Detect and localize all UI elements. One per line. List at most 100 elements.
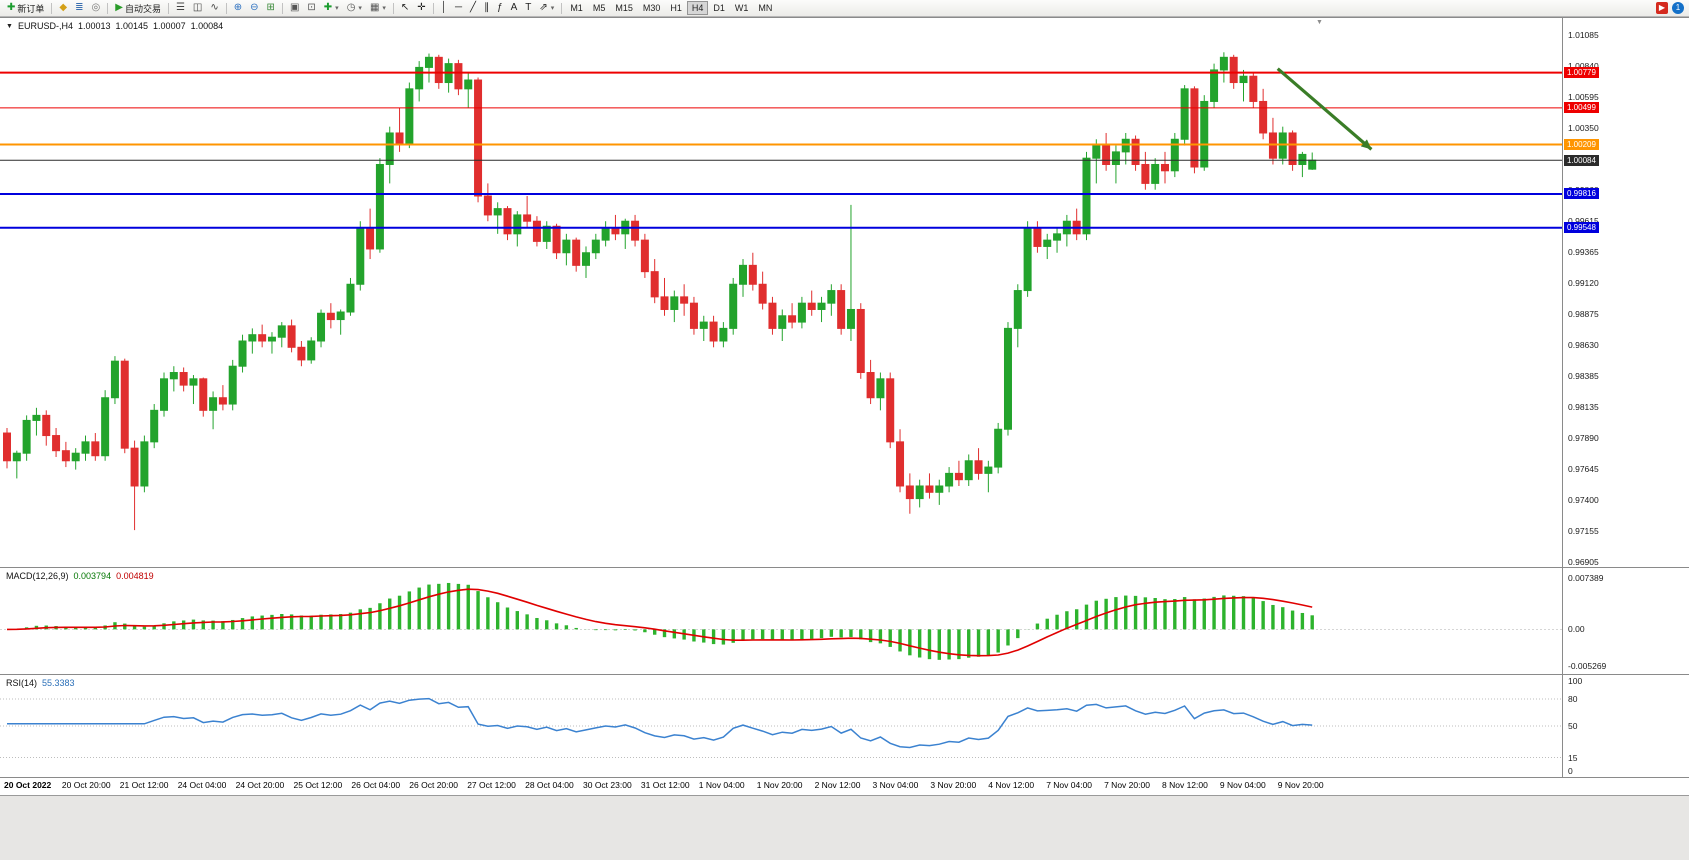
macd-panel[interactable]: MACD(12,26,9) 0.003794 0.004819 <box>0 568 1562 674</box>
candle-body <box>1239 75 1248 84</box>
toolbar-items: ✚ 新订单 ◆ ≣ ◎ ▶ 自动交易 ☰ ◫ ∿ ⊕ ⊖ ⊞ ▣ ⊡ ✚ ▾ ◷ ▾ ▦ ▾ ↖ ✛ │ ─ ╱ ∥ ƒ A T ⇗ ▾ <box>3 0 565 16</box>
price-tick-label: 0.98630 <box>1568 340 1599 350</box>
candle-body <box>189 378 198 386</box>
autotrading-button[interactable]: ▶ 自动交易 <box>111 1 165 16</box>
live-alert-icon[interactable]: ▶ <box>1656 2 1668 14</box>
depth-of-market-button[interactable]: ≣ <box>71 1 87 16</box>
window-bottom-strip <box>0 795 1689 860</box>
horizontal-line-button[interactable]: ─ <box>451 1 466 16</box>
arrow-head-icon <box>1360 139 1372 150</box>
price-tick-label: 0.97155 <box>1568 526 1599 536</box>
price-tick-label: 0.96905 <box>1568 557 1599 567</box>
timeframe-button-M5[interactable]: M5 <box>592 3 606 13</box>
macd-plot[interactable] <box>0 568 1562 674</box>
chart-line-button[interactable]: ∿ <box>206 1 222 16</box>
arrows-button[interactable]: ⇗ ▾ <box>535 1 558 16</box>
trend-line-button[interactable]: ╱ <box>466 1 480 16</box>
time-label: 26 Oct 20:00 <box>409 780 458 790</box>
candle-body <box>120 360 129 449</box>
time-label: 2 Nov 12:00 <box>814 780 861 790</box>
timeframe-button-MN[interactable]: MN <box>758 3 773 13</box>
candlestick-plot[interactable] <box>0 18 1562 567</box>
candle-body <box>258 334 267 342</box>
candle-body <box>572 239 581 266</box>
candle-body <box>3 432 11 462</box>
depth-of-market-icon: ≣ <box>75 2 84 13</box>
zoom-out-button[interactable]: ⊖ <box>246 1 262 16</box>
crosshair-button[interactable]: ✛ <box>413 1 429 16</box>
scripts-button[interactable]: ◎ <box>88 1 105 16</box>
candle-body <box>689 302 698 329</box>
timeframe-button-H1[interactable]: H1 <box>670 3 682 13</box>
time-label: 4 Nov 12:00 <box>988 780 1035 790</box>
candle-body <box>1082 157 1091 235</box>
zoom-in-button[interactable]: ⊕ <box>230 1 246 16</box>
cursor-button[interactable]: ↖ <box>397 1 413 16</box>
candle-body <box>71 452 80 462</box>
arrange-windows-button[interactable]: ▣ <box>286 1 303 16</box>
time-axis[interactable]: 20 Oct 2022 20 Oct 20:00 21 Oct 12:00 24 Oc… <box>0 778 1689 794</box>
rsi-panel[interactable]: RSI(14) 55.3383 <box>0 675 1562 777</box>
chart-menu-icon[interactable]: ▼ <box>6 22 13 30</box>
candle-body <box>758 283 767 304</box>
time-label: 20 Oct 20:00 <box>61 780 111 790</box>
ohlc-open: 1.00013 <box>77 21 111 31</box>
timeframe-button-M1[interactable]: M1 <box>570 3 583 13</box>
price-tick-label: 0.97890 <box>1568 433 1599 443</box>
chart-candles-button[interactable]: ◫ <box>189 1 206 16</box>
candle-body <box>395 132 404 145</box>
market-watch-button[interactable]: ◆ <box>55 1 71 16</box>
price-tick-label: 1.01085 <box>1568 30 1599 40</box>
periods-button[interactable]: ◷ ▾ <box>343 1 366 16</box>
notifications-badge[interactable]: 1 <box>1672 2 1684 14</box>
chart-bars-button[interactable]: ☰ <box>172 1 189 16</box>
timeframe-button-M15[interactable]: M15 <box>615 3 633 13</box>
price-axis[interactable]: 1.010851.008401.005951.003501.001050.998… <box>1562 18 1689 778</box>
candle-body <box>719 327 728 342</box>
trend-arrow-object[interactable] <box>1276 67 1373 151</box>
price-chart-panel[interactable]: ▼ EURUSD-,H4 1.00013 1.00145 1.00007 1.0… <box>0 18 1562 567</box>
add-indicator-button[interactable]: ✚ ▾ <box>320 1 343 16</box>
panel-splitter[interactable] <box>0 777 1689 778</box>
fibonacci-button[interactable]: ƒ <box>493 1 507 16</box>
rsi-plot[interactable] <box>0 675 1562 777</box>
timeframe-button-W1[interactable]: W1 <box>734 3 749 13</box>
candle-body <box>866 372 875 399</box>
templates-button[interactable]: ▦ ▾ <box>366 1 390 16</box>
candle-body <box>218 397 227 405</box>
candle-body <box>366 227 375 250</box>
candle-body <box>640 239 649 273</box>
text-label-button[interactable]: T <box>521 1 535 16</box>
candle-body <box>356 227 365 285</box>
panel-splitter[interactable] <box>0 567 1689 568</box>
rsi-tick-label: 0 <box>1568 766 1573 776</box>
new-order-button[interactable]: ✚ 新订单 <box>3 1 48 16</box>
arrows-icon: ⇗ <box>539 2 548 13</box>
autotrading-label: 自动交易 <box>124 3 161 14</box>
hline-price-tag: 1.00779 <box>1564 67 1599 79</box>
cascade-windows-button[interactable]: ⊡ <box>303 1 319 16</box>
candle-body <box>493 208 502 216</box>
candle-body <box>837 290 846 329</box>
candle-body <box>807 302 816 310</box>
chart-symbol-label: EURUSD-,H4 <box>17 21 73 31</box>
vertical-line-button[interactable]: │ <box>437 1 451 16</box>
templates-icon: ▦ <box>369 2 380 13</box>
candle-body <box>680 296 689 304</box>
timeframe-button-D1[interactable]: D1 <box>713 3 725 13</box>
candle-body <box>209 397 218 411</box>
panel-splitter[interactable] <box>0 674 1689 675</box>
text-icon: A <box>510 2 518 13</box>
time-label: 24 Oct 20:00 <box>235 780 285 790</box>
candle-body <box>1229 56 1238 84</box>
chart-shift-marker[interactable]: ▼ <box>1316 19 1323 26</box>
timeframe-button-M30[interactable]: M30 <box>642 3 661 13</box>
text-button[interactable]: A <box>507 1 522 16</box>
new-order-icon: ✚ <box>7 2 16 13</box>
candle-body <box>984 466 993 474</box>
candle-body <box>964 460 973 481</box>
channel-button[interactable]: ∥ <box>480 1 493 16</box>
tile-windows-button[interactable]: ⊞ <box>263 1 279 16</box>
candle-body <box>994 428 1003 468</box>
timeframe-button-H4[interactable]: H4 <box>686 1 709 15</box>
